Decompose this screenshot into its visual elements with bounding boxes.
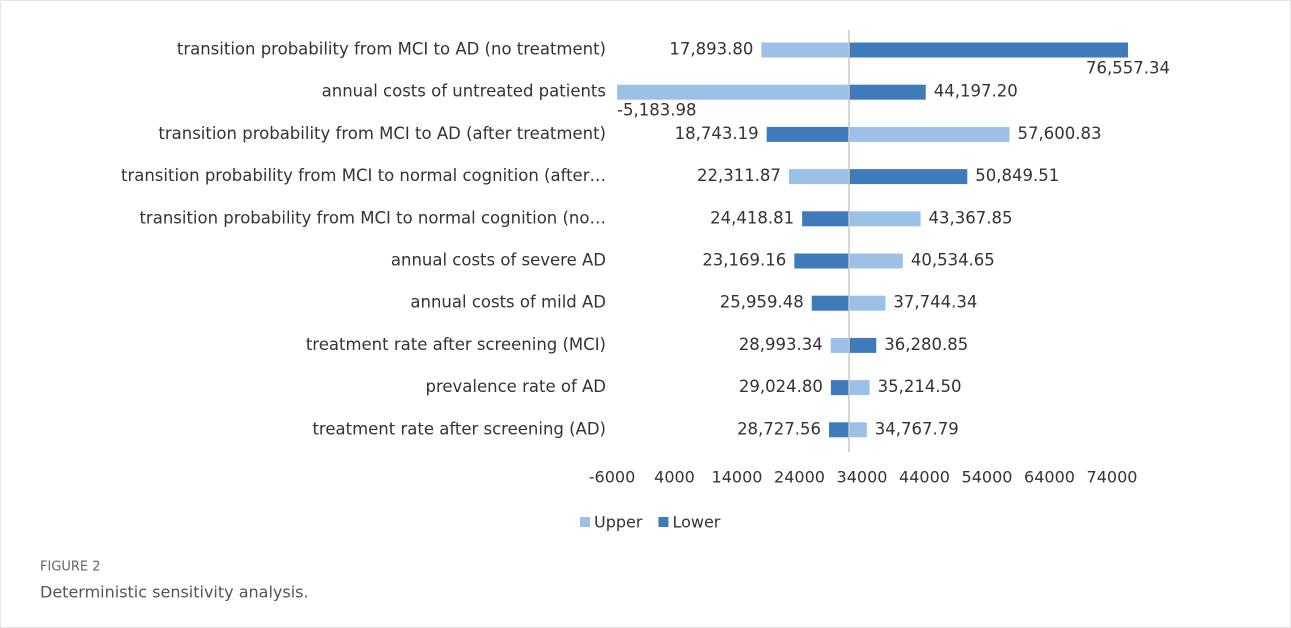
bar [849,211,921,227]
legend-label: Lower [672,513,720,532]
bar [849,42,1128,58]
category-label: prevalence rate of AD [426,377,607,396]
value-label: 36,280.85 [884,335,968,354]
category-label: annual costs of mild AD [410,293,606,312]
bar [761,42,849,58]
category-label: transition probability from MCI to norma… [121,166,606,185]
value-label: 25,959.48 [720,293,804,312]
bar [794,253,849,269]
bar [830,337,849,353]
category-label: transition probability from MCI to norma… [139,208,606,227]
value-label: 29,024.80 [739,377,823,396]
x-tick-label: 34000 [837,468,888,487]
bar [811,295,849,311]
value-label: 18,743.19 [675,124,759,143]
category-label: transition probability from MCI to AD (a… [158,124,606,143]
legend-swatch [658,517,669,527]
x-tick-label: -6000 [589,468,636,487]
value-label: -5,183.98 [617,101,696,120]
figure-label: FIGURE 2 [40,560,101,575]
bar [849,337,877,353]
value-label: 24,418.81 [710,208,794,227]
value-label: 35,214.50 [878,377,962,396]
x-tick-label: 74000 [1087,468,1138,487]
category-label: annual costs of untreated patients [322,82,606,101]
bar [849,422,867,438]
value-label: 17,893.80 [669,40,753,59]
bar [849,169,968,185]
bar [830,380,849,396]
value-label: 22,311.87 [697,166,781,185]
bar [829,422,849,438]
legend-label: Upper [594,513,643,532]
bar [802,211,849,227]
value-label: 23,169.16 [702,251,786,270]
category-label: treatment rate after screening (MCI) [306,335,606,354]
x-tick-label: 24000 [774,468,825,487]
category-label: annual costs of severe AD [391,251,606,270]
x-tick-label: 14000 [712,468,763,487]
bar [766,126,849,142]
value-label: 43,367.85 [929,208,1013,227]
category-label: treatment rate after screening (AD) [312,419,606,438]
bar [788,169,849,185]
category-label: transition probability from MCI to AD (n… [177,40,606,59]
x-tick-label: 4000 [654,468,695,487]
value-label: 50,849.51 [975,166,1059,185]
value-label: 57,600.83 [1018,124,1102,143]
value-label: 34,767.79 [875,419,959,438]
bar [849,253,903,269]
caption: Deterministic sensitivity analysis. [40,583,309,602]
value-label: 76,557.34 [1086,59,1170,78]
x-tick-label: 64000 [1024,468,1075,487]
legend-swatch [580,517,590,527]
value-label: 28,727.56 [737,419,821,438]
x-tick-label: 54000 [962,468,1013,487]
x-tick-label: 44000 [899,468,950,487]
value-label: 37,744.34 [893,293,977,312]
value-label: 28,993.34 [739,335,823,354]
value-label: 44,197.20 [934,82,1018,101]
bar [849,295,886,311]
bar [617,84,849,100]
bar [849,380,870,396]
bar [849,126,1010,142]
bar [849,84,926,100]
value-label: 40,534.65 [911,251,995,270]
